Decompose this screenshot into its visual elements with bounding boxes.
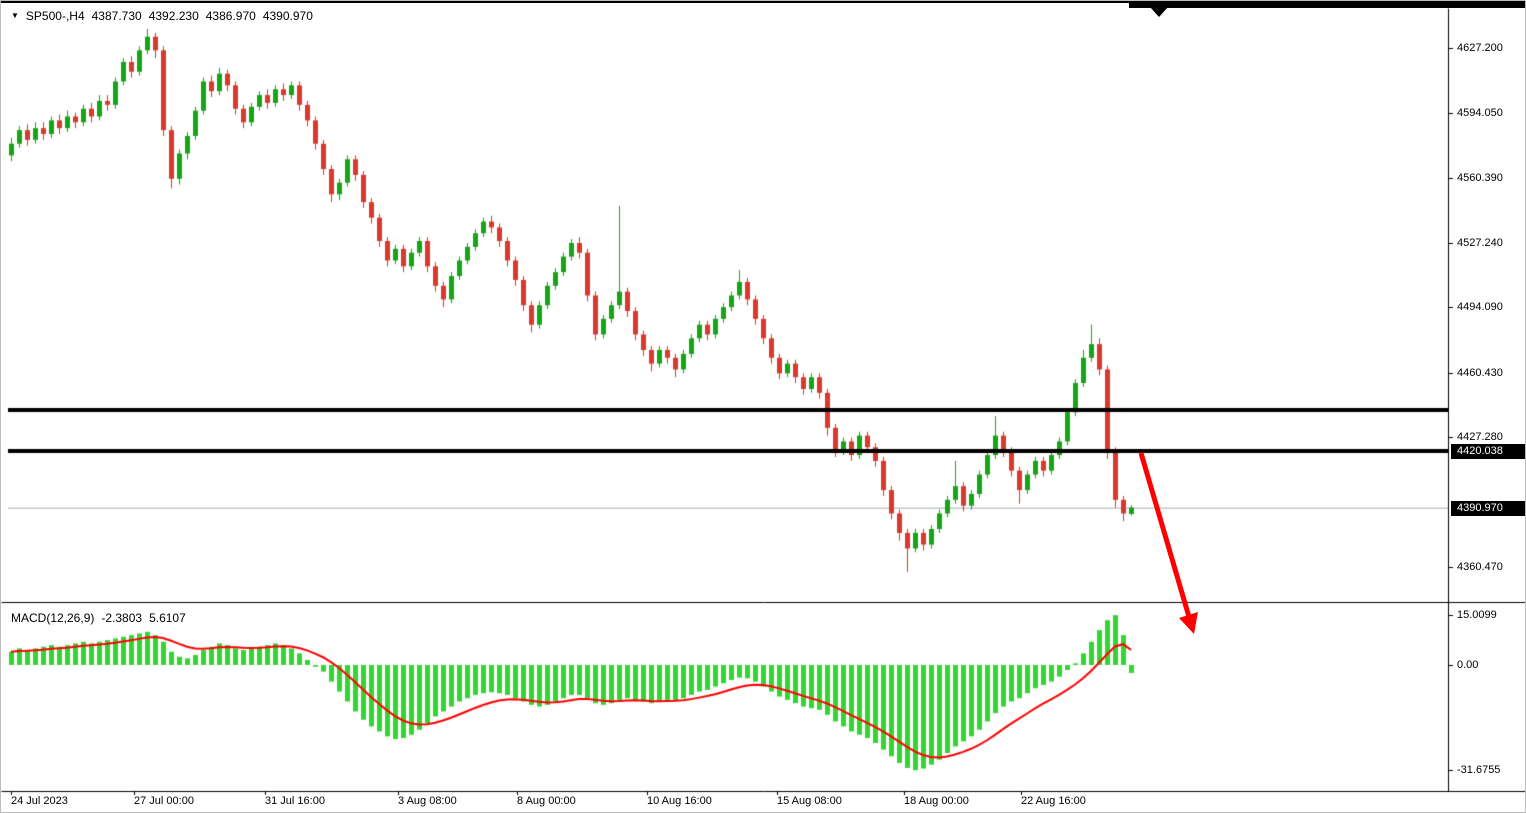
time-axis-label: 8 Aug 00:00 xyxy=(517,795,576,807)
time-axis-label: 24 Jul 2023 xyxy=(11,795,68,807)
high-value: 4392.230 xyxy=(148,9,199,23)
time-axis-label: 10 Aug 16:00 xyxy=(647,795,712,807)
price-axis-label: 4360.470 xyxy=(1457,561,1503,573)
time-axis-label: 15 Aug 08:00 xyxy=(777,795,842,807)
symbol-dropdown-icon[interactable]: ▼ xyxy=(11,11,19,20)
time-axis-label: 3 Aug 08:00 xyxy=(398,795,457,807)
price-axis-label: 4460.430 xyxy=(1457,367,1503,379)
macd-signal-value: 5.6107 xyxy=(149,610,186,625)
price-axis[interactable]: 4627.200 4594.050 4560.390 4527.240 4494.090… xyxy=(1451,1,1525,791)
chart-ohlc-header: ▼ SP500-,H4 4387.730 4392.230 4386.970 4… xyxy=(11,8,313,24)
time-axis-label: 27 Jul 00:00 xyxy=(134,795,194,807)
macd-axis-label: -31.6755 xyxy=(1457,764,1501,776)
macd-value: -2.3803 xyxy=(101,610,143,625)
window-top-border xyxy=(1,1,1525,3)
price-axis-label: 4594.050 xyxy=(1457,107,1503,119)
macd-indicator-header: MACD(12,26,9) -2.3803 5.6107 xyxy=(11,610,186,625)
macd-axis-label: 0.00 xyxy=(1457,659,1479,671)
price-axis-label: 4560.390 xyxy=(1457,172,1503,184)
chart-scroll-strip[interactable] xyxy=(1129,1,1525,8)
low-value: 4386.970 xyxy=(205,9,256,23)
price-badge: 4420.038 xyxy=(1451,444,1525,459)
open-value: 4387.730 xyxy=(91,9,142,23)
price-badge: 4390.970 xyxy=(1451,501,1525,516)
macd-indicator-label: MACD(12,26,9) xyxy=(11,610,95,625)
price-axis-label: 4427.280 xyxy=(1457,431,1503,443)
price-axis-label: 4627.200 xyxy=(1457,42,1503,54)
chart-shift-marker-icon[interactable] xyxy=(1150,7,1168,17)
close-value: 4390.970 xyxy=(262,9,313,23)
time-axis[interactable]: 24 Jul 2023 27 Jul 00:00 31 Jul 16:00 3 Aug… xyxy=(1,794,1525,812)
price-axis-label: 4494.090 xyxy=(1457,301,1503,313)
time-axis-label: 18 Aug 00:00 xyxy=(904,795,969,807)
time-axis-label: 31 Jul 16:00 xyxy=(265,795,325,807)
macd-axis-label: 15.0099 xyxy=(1457,609,1497,621)
time-axis-label: 22 Aug 16:00 xyxy=(1021,795,1086,807)
symbol-timeframe-label: SP500-,H4 xyxy=(25,9,85,23)
price-axis-label: 4527.240 xyxy=(1457,237,1503,249)
